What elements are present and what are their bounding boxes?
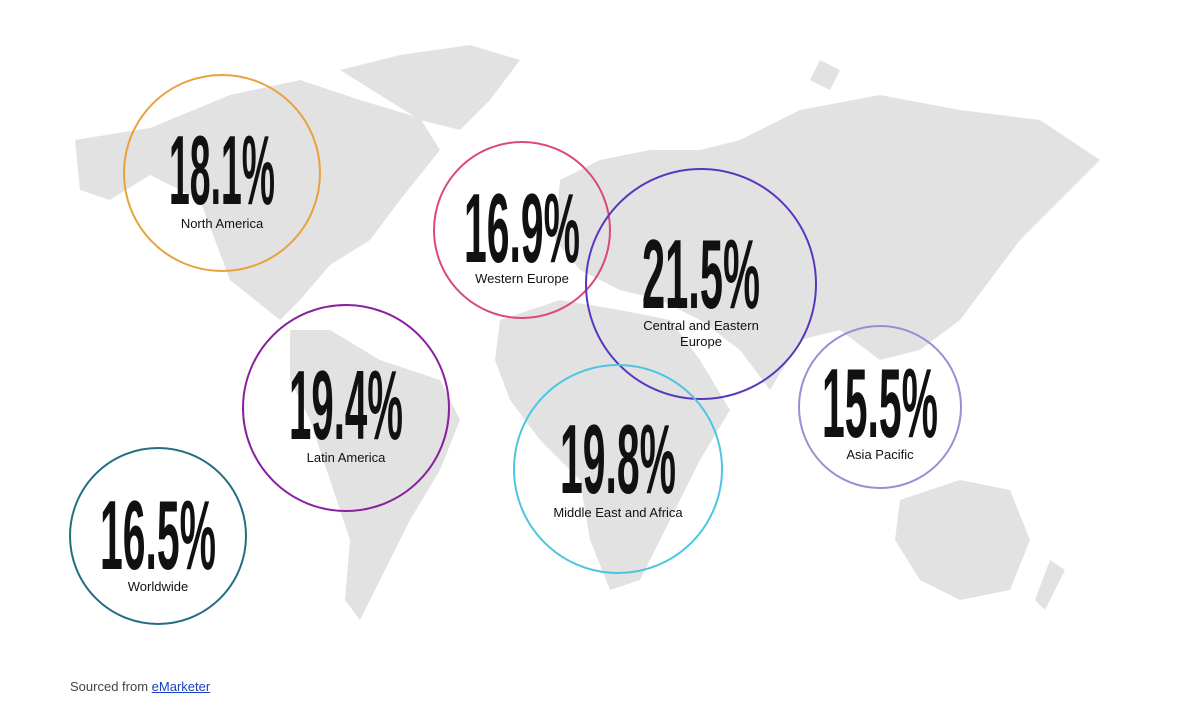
region-value: 19.4%: [289, 350, 403, 460]
region-label: Central and Eastern Europe: [643, 318, 759, 349]
region-circle: [798, 325, 962, 489]
region-circle: [433, 141, 611, 319]
region-value: 21.5%: [642, 219, 760, 329]
region-value: 16.5%: [100, 480, 216, 590]
region-label: Asia Pacific: [846, 447, 914, 462]
region-value: 19.8%: [560, 404, 676, 514]
region-circle: [242, 304, 450, 512]
region-circle: [585, 168, 817, 400]
region-label: North America: [180, 216, 264, 231]
region-value: 16.9%: [464, 173, 580, 283]
region-value: 18.1%: [169, 115, 275, 225]
region-label: Worldwide: [127, 579, 189, 594]
region-label: Latin America: [306, 450, 386, 465]
footer: Sourced from eMarketer: [70, 679, 210, 694]
region-circle: [123, 74, 321, 272]
region-circle: [69, 447, 247, 625]
source-link[interactable]: eMarketer: [151, 679, 211, 694]
footer-text: Sourced from: [70, 679, 149, 694]
region-label: Western Europe: [475, 271, 569, 286]
region-circle: [513, 364, 723, 574]
region-value: 15.5%: [822, 348, 938, 458]
region-label: Middle East and Africa: [553, 505, 683, 520]
